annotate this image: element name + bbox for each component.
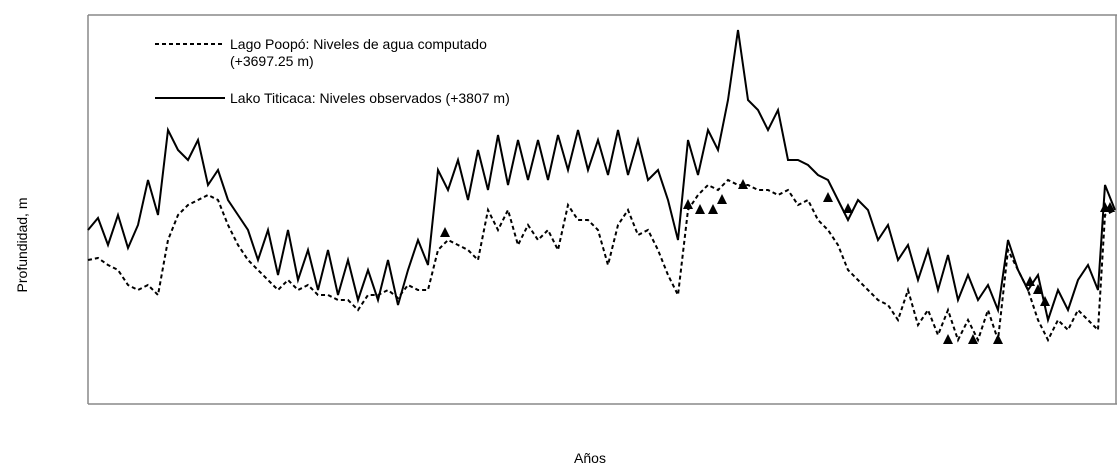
x-axis-label: Años [574,450,606,466]
triangle-marker [823,192,833,202]
series-line [87,29,1116,324]
legend-label: Lako Titicaca: Niveles observados (+3807… [230,90,510,106]
series-line [87,178,1116,343]
triangle-marker [1040,296,1050,306]
triangle-marker [717,194,727,204]
triangle-marker [993,334,1003,344]
triangle-marker [738,179,748,189]
triangle-marker [1033,284,1043,294]
triangle-marker [695,204,705,214]
y-axis-label: Profundidad, m [14,198,30,293]
triangle-marker [968,334,978,344]
legend-label: Lago Poopó: Niveles de agua computado (+… [230,36,487,69]
triangle-marker [683,199,693,209]
triangle-marker [1025,276,1035,286]
triangle-marker [708,204,718,214]
triangle-marker [1105,202,1115,212]
triangle-marker [843,203,853,213]
triangle-marker [440,227,450,237]
triangle-marker [943,334,953,344]
